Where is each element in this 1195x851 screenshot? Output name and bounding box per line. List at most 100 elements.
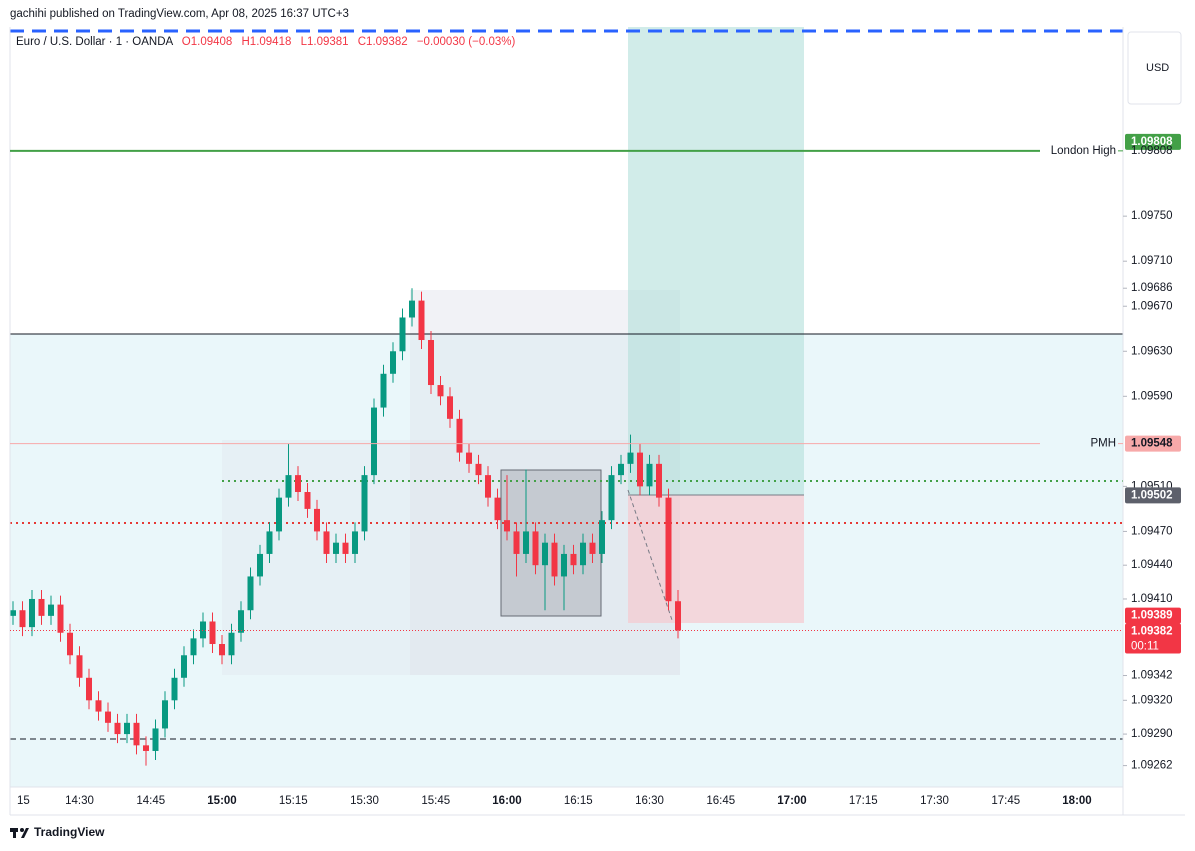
candle-body <box>342 542 349 554</box>
currency: USD <box>1146 62 1169 74</box>
x-tick-label: 14:30 <box>65 795 94 807</box>
price-badge-label: 1.09502 <box>1131 489 1173 501</box>
candle-body <box>219 644 225 656</box>
candle-body <box>10 610 16 616</box>
candle-body <box>390 351 396 374</box>
candle-body <box>228 632 235 656</box>
candle-body <box>675 601 681 631</box>
x-tick-label: 16:45 <box>706 795 735 807</box>
candle-body <box>409 300 415 318</box>
candle-body <box>143 745 149 751</box>
candle-body <box>304 492 311 509</box>
candle-body <box>475 463 482 476</box>
x-tick-label: 18:00 <box>1062 795 1091 807</box>
y-tick-label: 1.09686 <box>1131 282 1173 294</box>
price-line-label: PMH <box>1090 438 1116 450</box>
candle-body <box>494 497 501 521</box>
candle-body <box>608 475 615 521</box>
x-tick-label: 16:30 <box>635 795 664 807</box>
candle-body <box>589 542 596 554</box>
published: gachihi published on TradingView.com, Ap… <box>10 8 349 20</box>
candle-body <box>285 475 292 498</box>
y-tick-label: 1.09808 <box>1131 145 1173 157</box>
candle-body <box>200 621 206 639</box>
candle-body <box>551 542 558 577</box>
x-tick-label: 17:15 <box>849 795 878 807</box>
candle-body <box>418 300 425 341</box>
x-tick-label: 15:30 <box>350 795 379 807</box>
currency-box[interactable] <box>1127 31 1182 105</box>
candle-body <box>637 452 643 487</box>
candle-body <box>29 598 35 628</box>
countdown: 00:11 <box>1131 641 1159 653</box>
price-badge-label: 1.09382 <box>1131 626 1173 638</box>
price-badge <box>1125 133 1181 150</box>
candle-body <box>323 531 330 554</box>
candle-body <box>523 531 529 554</box>
candle-body <box>333 542 339 554</box>
footer-brand: TradingView <box>34 825 105 839</box>
candle-body <box>380 373 387 408</box>
candle-body <box>542 542 548 566</box>
y-tick-label: 1.09440 <box>1131 559 1173 571</box>
candle-body <box>352 531 358 554</box>
candle-body <box>190 638 197 656</box>
candle-body <box>19 610 26 628</box>
y-tick-label: 1.09670 <box>1131 300 1173 312</box>
candle-body <box>314 508 320 532</box>
stop-zone <box>628 495 804 623</box>
x-tick-label: 16:00 <box>492 795 521 807</box>
candle-body <box>665 497 672 602</box>
x-tick-label: 15:45 <box>421 795 450 807</box>
price-badge <box>1125 435 1181 452</box>
candle-body <box>504 520 510 532</box>
x-tick-label: 17:30 <box>920 795 949 807</box>
x-tick-label: 17:45 <box>991 795 1020 807</box>
y-tick-label: 1.09710 <box>1131 255 1173 267</box>
price-badge-label: 1.09548 <box>1131 438 1173 450</box>
candle-body <box>257 553 263 577</box>
candle-body <box>561 553 567 577</box>
change: −0.00030 (−0.03%) <box>417 36 516 48</box>
candle-body <box>371 407 377 476</box>
candle-body <box>171 677 178 701</box>
candle-body <box>95 700 102 712</box>
candle-body <box>456 418 463 453</box>
x-tick-label: 16:15 <box>564 795 593 807</box>
price-line-label: London High <box>1051 145 1116 157</box>
price-badge-label: 1.09389 <box>1131 610 1173 622</box>
candle-body <box>124 722 130 735</box>
candle-body <box>627 452 634 464</box>
candle-body <box>599 520 605 554</box>
candle-body <box>48 604 54 616</box>
open: O1.09408 <box>182 36 233 48</box>
price-badge <box>1125 623 1181 654</box>
x-tick-label: 14:45 <box>136 795 165 807</box>
candle-body <box>266 531 273 554</box>
header-line: Euro / U.S. Dollar · 1 · OANDA O1.09408 … <box>16 36 515 48</box>
price-badge-label: 1.09808 <box>1131 136 1173 148</box>
candle-body <box>437 385 444 397</box>
close: C1.09382 <box>358 36 408 48</box>
y-tick-label: 1.09262 <box>1131 760 1173 772</box>
candle-body <box>646 463 653 487</box>
candle-body <box>570 553 577 566</box>
x-tick-label: 17:00 <box>777 795 806 807</box>
candle-body <box>162 700 168 729</box>
y-tick-label: 1.09470 <box>1131 525 1173 537</box>
candle-body <box>114 722 121 735</box>
y-tick-label: 1.09320 <box>1131 694 1173 706</box>
price-badge <box>1125 487 1181 504</box>
candle-body <box>67 632 73 656</box>
candle-body <box>181 655 187 678</box>
candle-body <box>38 598 45 616</box>
candle-body <box>466 452 472 464</box>
candle-body <box>361 475 368 532</box>
candle-body <box>86 677 92 701</box>
y-tick-label: 1.09590 <box>1131 390 1173 402</box>
candle-body <box>513 531 520 554</box>
candle-body <box>133 722 140 746</box>
path-arrow <box>627 489 673 621</box>
y-tick-label: 1.09750 <box>1131 210 1173 222</box>
candle-body <box>428 340 434 386</box>
